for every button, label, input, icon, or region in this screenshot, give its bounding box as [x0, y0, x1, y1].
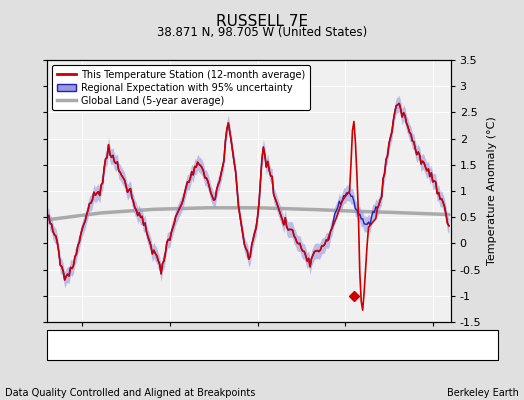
Text: Station Move: Station Move — [67, 340, 131, 350]
Text: RUSSELL 7E: RUSSELL 7E — [216, 14, 308, 29]
Text: ▲: ▲ — [164, 340, 171, 350]
Text: 38.871 N, 98.705 W (United States): 38.871 N, 98.705 W (United States) — [157, 26, 367, 39]
Text: Empirical Break: Empirical Break — [397, 340, 474, 350]
Text: ▼: ▼ — [279, 340, 287, 350]
Text: ◆: ◆ — [54, 340, 61, 350]
Text: Data Quality Controlled and Aligned at Breakpoints: Data Quality Controlled and Aligned at B… — [5, 388, 256, 398]
Text: Berkeley Earth: Berkeley Earth — [447, 388, 519, 398]
Y-axis label: Temperature Anomaly (°C): Temperature Anomaly (°C) — [487, 117, 497, 265]
Legend: This Temperature Station (12-month average), Regional Expectation with 95% uncer: This Temperature Station (12-month avera… — [52, 65, 310, 110]
Text: Time of Obs. Change: Time of Obs. Change — [292, 340, 394, 350]
Text: ■: ■ — [383, 340, 392, 350]
Text: Record Gap: Record Gap — [177, 340, 234, 350]
